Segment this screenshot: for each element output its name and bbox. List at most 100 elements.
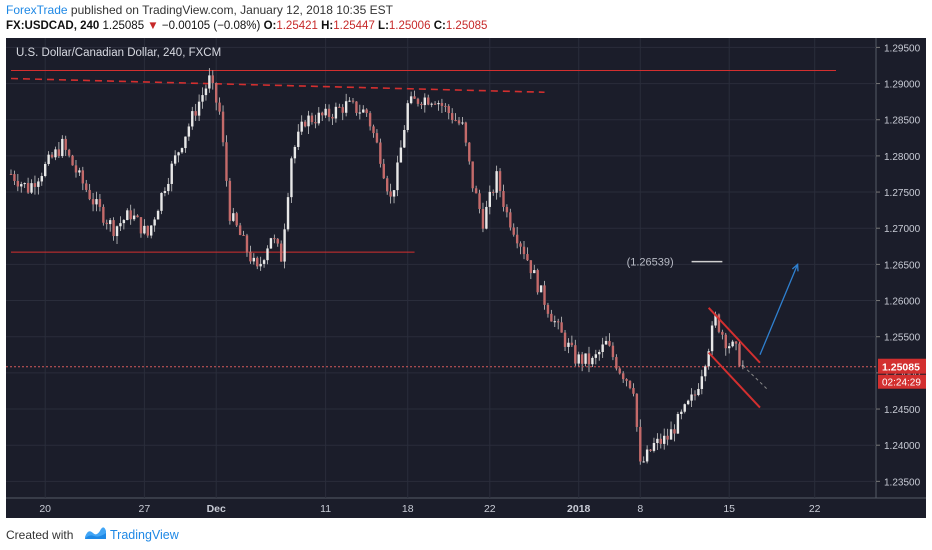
- price-chart[interactable]: 1.29500 1.29000 1.28500 1.28000 1.27500 1.270…: [6, 38, 926, 518]
- candle-body: [580, 354, 584, 364]
- candle-body: [645, 449, 649, 462]
- candle-body: [252, 257, 256, 262]
- candle-body: [245, 235, 249, 252]
- candle-body: [382, 163, 385, 179]
- footer: Created with TradingView: [0, 520, 932, 550]
- candle-body: [639, 426, 642, 462]
- candle-body: [543, 285, 546, 305]
- x-tick-label: 2018: [567, 503, 591, 515]
- candle-body: [283, 229, 286, 262]
- candle-body: [208, 75, 211, 89]
- candle-body: [47, 154, 50, 165]
- candle-body: [170, 163, 173, 184]
- candle-body: [211, 75, 214, 84]
- candle-body: [105, 222, 108, 225]
- candle-body: [20, 184, 23, 187]
- tradingview-logo-icon: [85, 527, 106, 539]
- candle-body: [601, 344, 604, 353]
- candle-body: [666, 435, 669, 440]
- candle-body: [471, 161, 474, 189]
- candle-body: [303, 121, 307, 127]
- candle-body: [440, 103, 444, 106]
- candle-body: [74, 165, 78, 173]
- candle-body: [598, 352, 601, 355]
- last-price-tag: [878, 358, 926, 374]
- candle-body: [474, 188, 478, 194]
- x-tick-label: 15: [723, 503, 735, 515]
- candle-body: [512, 227, 515, 235]
- candle-body: [628, 380, 632, 388]
- candle-body: [464, 122, 468, 143]
- tradingview-brand-link[interactable]: TradingView: [110, 528, 179, 542]
- candle-body: [663, 435, 666, 444]
- candle-body: [16, 180, 20, 187]
- candle-body: [492, 191, 495, 193]
- candle-body: [656, 438, 659, 444]
- candle-body: [194, 111, 197, 116]
- candle-body: [362, 109, 365, 113]
- target-price-label: (1.26539): [627, 257, 674, 269]
- candle-body: [399, 147, 403, 163]
- candle-body: [297, 131, 300, 147]
- candle-body: [721, 331, 724, 335]
- candle-body: [686, 400, 690, 405]
- candle-body: [368, 113, 372, 127]
- candle-body: [30, 183, 33, 193]
- candle-body: [454, 120, 457, 122]
- candle-body: [488, 191, 491, 207]
- candle-body: [317, 112, 320, 124]
- candle-body: [427, 97, 430, 105]
- candle-body: [478, 193, 481, 209]
- candle-body: [669, 429, 673, 440]
- candle-body: [348, 100, 351, 102]
- candle-body: [163, 191, 167, 193]
- plot-background: [6, 38, 876, 498]
- candle-body: [324, 108, 327, 116]
- candle-body: [515, 234, 519, 244]
- x-tick-label: 22: [809, 503, 821, 515]
- candle-body: [505, 206, 509, 213]
- y-tick-label: 1.24500: [884, 405, 921, 416]
- candle-body: [153, 219, 156, 226]
- candle-body: [300, 121, 303, 132]
- candle-body: [112, 220, 115, 237]
- candle-body: [108, 220, 112, 225]
- candle-body: [731, 341, 734, 347]
- candle-body: [91, 199, 95, 205]
- candle-body: [119, 223, 122, 227]
- last-price-tag-label: 1.25085: [882, 362, 920, 374]
- candle-body: [57, 149, 61, 157]
- chart-title: U.S. Dollar/Canadian Dollar, 240, FXCM: [16, 47, 221, 59]
- candle-body: [321, 112, 324, 116]
- candle-body: [495, 171, 498, 193]
- candle-body: [238, 225, 242, 236]
- candle-body: [430, 103, 433, 105]
- price-axis-background: [876, 38, 926, 498]
- candle-body: [574, 345, 577, 364]
- candle-body: [584, 353, 587, 364]
- projection-arrow-line: [759, 264, 799, 356]
- candle-body: [502, 191, 505, 207]
- candle-body: [102, 206, 105, 223]
- author-link[interactable]: ForexTrade: [6, 3, 68, 17]
- candle-body: [88, 189, 91, 200]
- candle-body: [704, 366, 707, 377]
- candle-body: [273, 238, 276, 240]
- candle-body: [707, 351, 710, 367]
- candle-body: [642, 461, 645, 463]
- candle-body: [522, 246, 526, 255]
- candle-body: [587, 353, 591, 365]
- y-tick-label: 1.25500: [884, 333, 921, 344]
- y-tick-label: 1.26000: [884, 297, 921, 308]
- candle-body: [184, 136, 187, 149]
- y-tick-label: 1.29500: [884, 43, 921, 54]
- candle-body: [146, 225, 149, 236]
- y-tick-label: 1.27500: [884, 188, 921, 199]
- candle-body: [64, 138, 67, 150]
- chart-area[interactable]: 1.29500 1.29000 1.28500 1.28000 1.27500 1.270…: [6, 38, 926, 518]
- candle-body: [485, 206, 488, 229]
- x-tick-label: 18: [402, 503, 414, 515]
- candle-body: [563, 332, 567, 347]
- countdown-tag: [878, 374, 926, 389]
- candle-body: [392, 190, 396, 197]
